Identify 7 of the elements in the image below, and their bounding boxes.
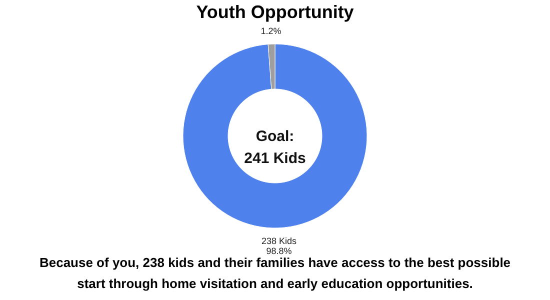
data-label: 1.2% (260, 26, 282, 36)
slice-label: 238 Kids (261, 236, 297, 246)
data-label: 98.8% (266, 246, 292, 256)
text: Because of you, 238 kids and their families have access to the best possible start through home visitation and early education opportunities. (39, 255, 511, 291)
text: Goal: 241 Kids (244, 128, 306, 167)
donut-slice (182, 44, 368, 228)
chart-title: Youth Opportunity (196, 2, 354, 22)
